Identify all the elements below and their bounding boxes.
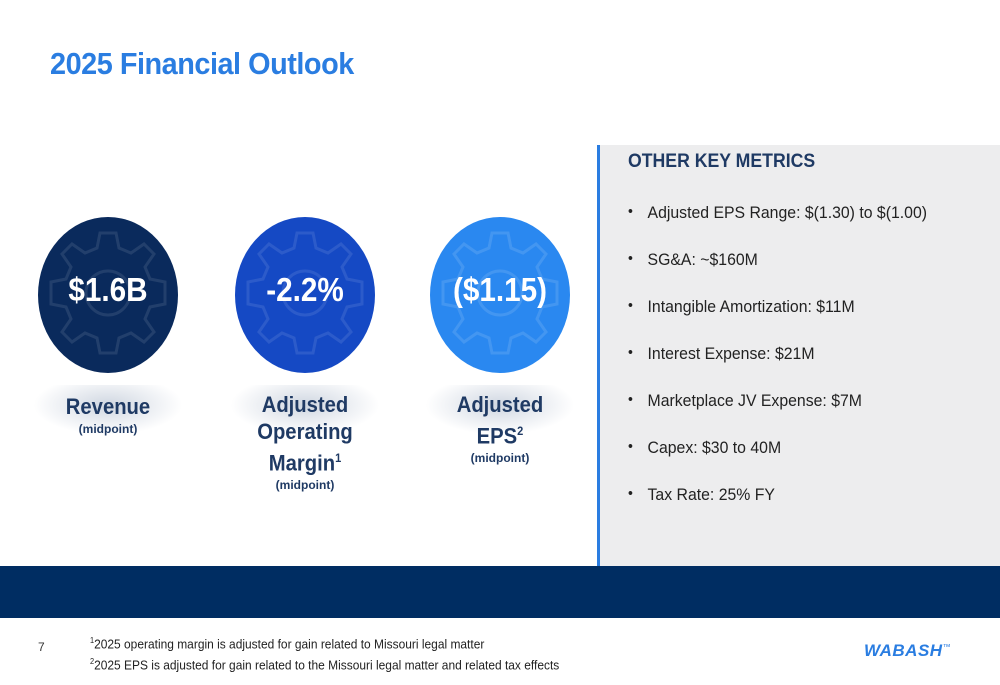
kpi-label: Adjusted Operating Margin1	[257, 392, 353, 476]
metric-list: • Adjusted EPS Range: $(1.30) to $(1.00) …	[628, 203, 950, 532]
kpi-value: -2.2%	[266, 271, 344, 308]
footnotes: 12025 operating margin is adjusted for g…	[90, 632, 559, 675]
list-item: • SG&A: ~$160M	[628, 250, 758, 269]
kpi-label: Revenue	[65, 394, 151, 419]
list-item: • Interest Expense: $21M	[628, 344, 815, 363]
panel-heading: OTHER KEY METRICS	[628, 151, 816, 172]
wabash-logo: WABASH™	[864, 641, 952, 660]
list-item: • Tax Rate: 25% FY	[628, 485, 775, 504]
kpi-value: $1.6B	[68, 271, 148, 308]
list-item: • Marketplace JV Expense: $7M	[628, 391, 862, 410]
kpi-label: Adjusted EPS2	[456, 392, 544, 449]
gear-icon: -2.2%	[230, 215, 380, 375]
kpi-sub: (midpoint)	[275, 478, 335, 493]
list-item: • Adjusted EPS Range: $(1.30) to $(1.00)	[628, 203, 928, 222]
footer-band	[0, 566, 1000, 618]
kpi-operating-margin: -2.2% Adjusted Operating Margin1 (midpoi…	[230, 215, 380, 492]
kpi-eps: ($1.15) Adjusted EPS2 (midpoint)	[425, 215, 575, 465]
kpi-value: ($1.15)	[452, 271, 548, 308]
footnote-1: 12025 operating margin is adjusted for g…	[90, 636, 485, 652]
kpi-sub: (midpoint)	[470, 451, 530, 466]
footnote-2: 22025 EPS is adjusted for gain related t…	[90, 657, 560, 673]
other-metrics-panel: OTHER KEY METRICS • Adjusted EPS Range: $…	[597, 145, 1000, 566]
kpi-sub: (midpoint)	[78, 422, 138, 436]
page-title: 2025 Financial Outlook	[50, 46, 354, 81]
list-item: • Capex: $30 to 40M	[628, 438, 782, 457]
list-item: • Intangible Amortization: $11M	[628, 297, 855, 316]
kpi-revenue: $1.6B Revenue (midpoint)	[33, 215, 183, 436]
page-number: 7	[38, 640, 45, 654]
gear-icon: $1.6B	[33, 215, 183, 375]
gear-icon: ($1.15)	[425, 215, 575, 375]
